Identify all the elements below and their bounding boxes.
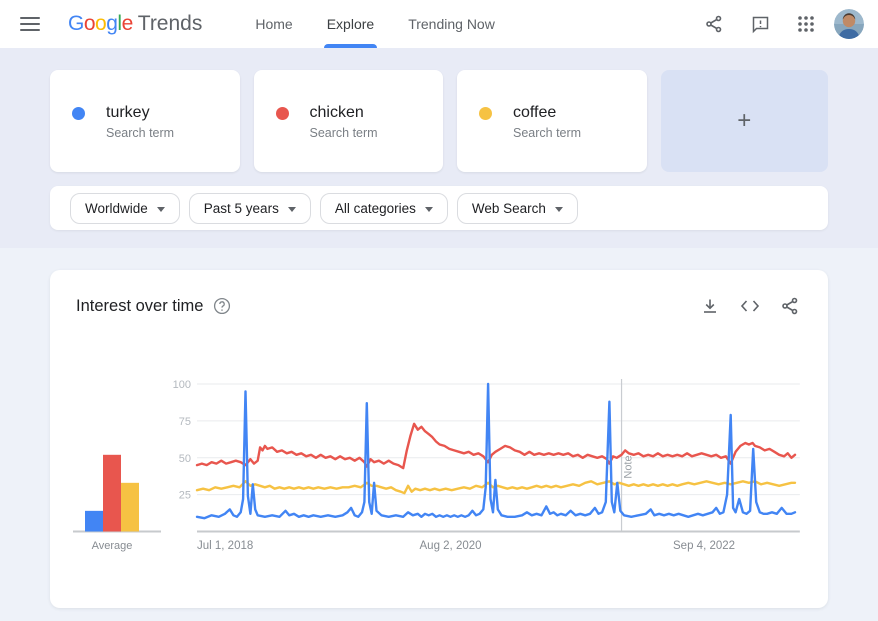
term-name: chicken (309, 103, 364, 121)
apps-grid-icon[interactable] (796, 14, 816, 34)
filters-bar: Worldwide Past 5 years All categories We… (50, 186, 828, 230)
term-card-turkey[interactable]: turkey Search term (50, 70, 240, 172)
dropdown-caret-icon (156, 206, 165, 212)
y-tick-label: 75 (179, 416, 191, 428)
region-dropdown[interactable]: Worldwide (70, 192, 180, 224)
feedback-icon[interactable] (750, 14, 770, 34)
average-axis-label: Average (92, 540, 133, 552)
interest-chart-svg: 25 50 75 100 Note Average Jul 1, 2018 Aug 2, 20… (73, 379, 800, 552)
x-tick-label: Jul 1, 2018 (197, 540, 253, 552)
time-range-dropdown[interactable]: Past 5 years (188, 192, 311, 224)
embed-code-icon[interactable] (740, 296, 760, 316)
y-tick-label: 25 (179, 490, 191, 502)
turkey-color-dot (72, 106, 85, 120)
coffee-color-dot (479, 106, 492, 120)
share-icon[interactable] (704, 14, 724, 34)
interest-over-time-card: Interest over time (50, 270, 828, 608)
plus-icon: + (737, 107, 752, 134)
average-bar-chicken (103, 454, 121, 532)
x-tick-label: Sep 4, 2022 (673, 540, 735, 552)
dropdown-caret-icon (287, 206, 296, 212)
nav-home[interactable]: Home (255, 16, 293, 32)
term-name: turkey (106, 103, 150, 121)
term-subtitle: Search term (309, 125, 378, 140)
x-tick-label: Aug 2, 2020 (420, 540, 482, 552)
average-bar-turkey (85, 510, 103, 532)
dropdown-caret-icon (554, 206, 563, 212)
add-comparison-card[interactable]: + (660, 70, 828, 172)
card-title: Interest over time (76, 296, 204, 315)
y-tick-label: 50 (179, 453, 191, 465)
google-trends-logo[interactable]: Google Trends (68, 12, 202, 36)
download-icon[interactable] (700, 296, 720, 316)
share-icon[interactable] (780, 296, 800, 316)
user-avatar[interactable] (834, 9, 864, 39)
menu-icon[interactable] (20, 17, 40, 31)
average-bar-coffee (121, 482, 139, 532)
nav-explore[interactable]: Explore (310, 0, 391, 48)
term-subtitle: Search term (513, 125, 582, 140)
term-card-chicken[interactable]: chicken Search term (253, 70, 443, 172)
comparison-section: turkey Search term chicken Search term c… (0, 48, 878, 248)
term-card-coffee[interactable]: coffee Search term (457, 70, 647, 172)
y-tick-label: 100 (173, 379, 191, 391)
nav-trending-now[interactable]: Trending Now (408, 16, 495, 32)
series-line-turkey (195, 382, 797, 520)
note-marker-label: Note (623, 455, 635, 478)
series-line-coffee (195, 480, 797, 495)
help-icon[interactable] (213, 297, 231, 315)
average-bars (85, 454, 139, 532)
main-content: Interest over time (0, 248, 878, 608)
term-subtitle: Search term (106, 125, 175, 140)
category-dropdown[interactable]: All categories (319, 192, 448, 224)
chicken-color-dot (275, 106, 289, 120)
interest-chart[interactable]: 25 50 75 100 Note Average Jul 1, 2018 Aug 2, 20… (65, 379, 828, 564)
y-gridlines: 25 50 75 100 (173, 379, 800, 502)
term-name: coffee (513, 103, 557, 121)
search-type-dropdown[interactable]: Web Search (456, 192, 578, 224)
logo-google-wordmark: Google (68, 12, 133, 35)
main-nav: Home Explore Trending Now (238, 0, 511, 48)
app-header: Google Trends Home Explore Trending Now (0, 0, 878, 48)
series-line-chicken (195, 422, 797, 470)
dropdown-caret-icon (424, 206, 433, 212)
logo-trends-wordmark: Trends (137, 12, 203, 35)
